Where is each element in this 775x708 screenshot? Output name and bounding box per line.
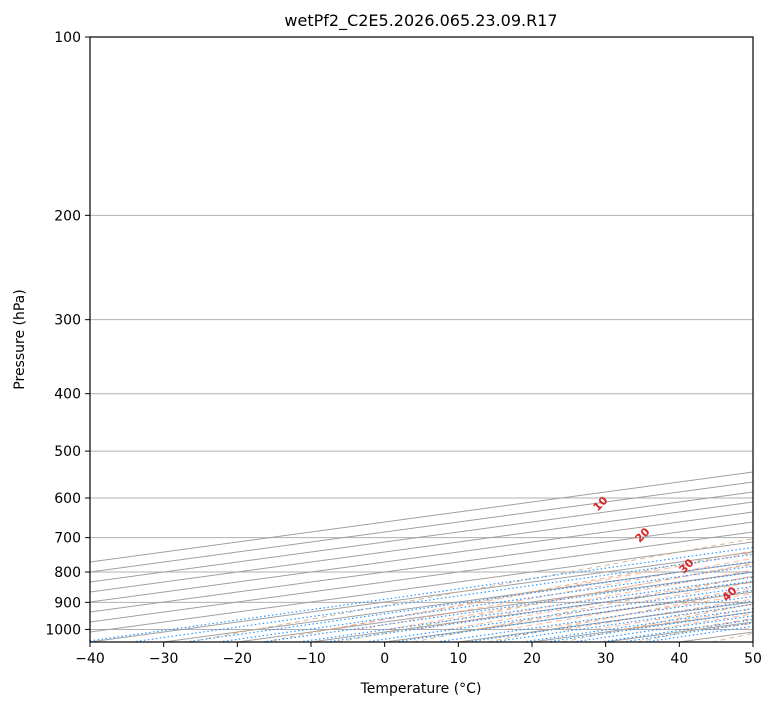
isotherm-line [90, 541, 753, 633]
mixing-ratio-line [365, 585, 753, 642]
isotherm-line [679, 631, 753, 642]
x-tick-label: 30 [597, 651, 615, 667]
mixing-ratio-line [394, 589, 753, 642]
plot-frame [89, 36, 754, 643]
dry-adiabat [636, 617, 753, 642]
moist-adiabat [388, 563, 753, 630]
y-tick-label: 700 [54, 531, 81, 547]
x-tick-label: 40 [670, 651, 688, 667]
isotherm-line [90, 511, 753, 603]
x-tick-label: 10 [449, 651, 467, 667]
moist-adiabat [447, 575, 753, 630]
y-tick-label: 500 [54, 444, 81, 460]
chart-axes: −40 −30 −20 −10 0 10 20 30 40 50 100 200 300 400 500 60… [45, 30, 762, 667]
moist-adiabat [742, 627, 753, 630]
moist-adiabat [712, 622, 753, 630]
moist-adiabat [565, 598, 753, 630]
isotherm-line [90, 501, 753, 593]
chart-title: wetPf2_C2E5.2026.065.23.09.R17 [284, 11, 557, 31]
isotherm-line [90, 521, 753, 613]
x-tick-label: 50 [744, 651, 762, 667]
moist-adiabat [359, 557, 753, 630]
y-tick-label: 800 [54, 565, 81, 581]
chart-grid [90, 37, 753, 642]
y-tick-label: 200 [54, 208, 81, 224]
moist-adiabat [418, 569, 753, 630]
isotherm-line [90, 491, 753, 583]
y-tick-label: 100 [54, 30, 81, 46]
y-tick-label: 900 [54, 595, 81, 611]
moist-adiabat-label: 30 [677, 556, 697, 576]
isotherm-line [90, 531, 753, 623]
moist-adiabat [536, 592, 753, 630]
y-tick-label: 400 [54, 387, 81, 403]
isotherm-line [605, 621, 753, 642]
x-tick-label: −40 [75, 651, 105, 667]
mixing-ratio-line [299, 576, 753, 642]
x-tick-label: 20 [523, 651, 541, 667]
isotherm-line [90, 471, 753, 563]
x-tick-label: −10 [296, 651, 326, 667]
x-tick-label: 0 [380, 651, 389, 667]
moist-adiabat [594, 603, 753, 630]
isotherm-line [531, 611, 753, 642]
y-tick-label: 1000 [45, 622, 81, 638]
y-tick-label: 300 [54, 313, 81, 329]
moist-adiabat [653, 613, 753, 630]
dry-adiabat [711, 632, 753, 642]
dry-adiabat [487, 589, 753, 642]
mixing-ratio-line [326, 580, 753, 642]
mixing-ratio-line [546, 611, 753, 642]
moist-adiabat [683, 618, 753, 630]
isotherm-line [752, 641, 753, 642]
y-tick-label: 600 [54, 491, 81, 507]
dry-adiabat [263, 550, 753, 642]
x-axis-label: Temperature (°C) [360, 681, 482, 697]
x-tick-label: −30 [149, 651, 179, 667]
isotherm-line [310, 581, 753, 642]
dry-adiabat [188, 538, 753, 642]
isotherm-line [90, 481, 753, 573]
isotherm-line [384, 591, 753, 642]
dry-adiabat [562, 603, 753, 642]
moist-adiabat-label: 10 [591, 494, 611, 514]
y-axis-label: Pressure (hPa) [12, 289, 28, 389]
isotherm-line [90, 551, 753, 642]
x-tick-label: −20 [223, 651, 253, 667]
dry-adiabat [338, 562, 753, 642]
